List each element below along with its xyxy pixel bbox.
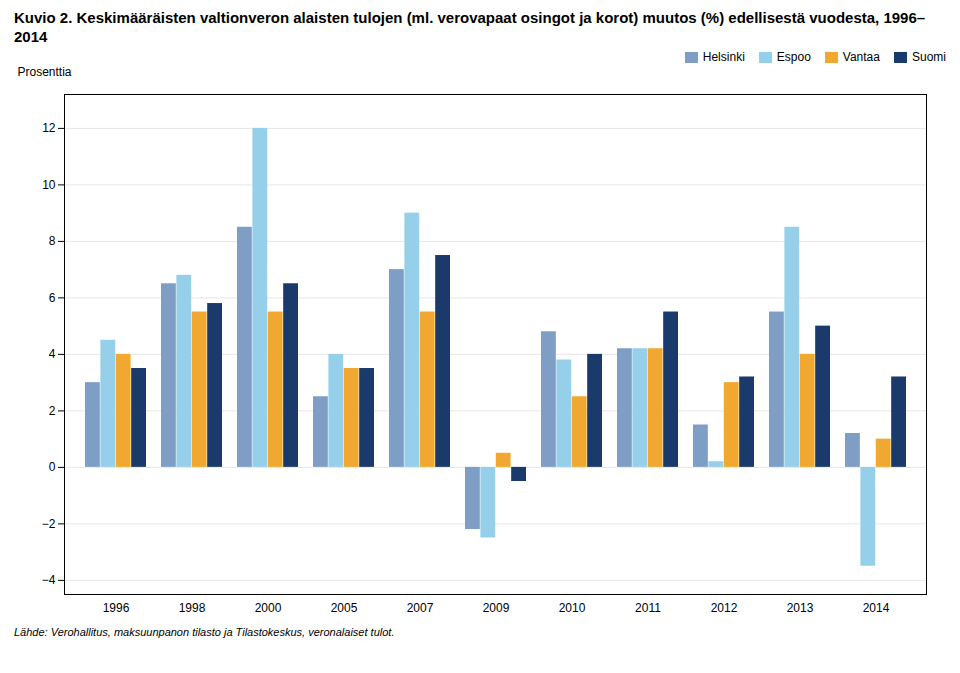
svg-text:12: 12 (42, 121, 56, 135)
html-text:Suomi: Suomi (912, 50, 946, 64)
svg-text:10: 10 (42, 178, 56, 192)
svg-text:−4: −4 (42, 573, 56, 587)
html-text:Vantaa: Vantaa (842, 50, 880, 64)
svg-text:2011: 2011 (635, 601, 661, 615)
svg-text:8: 8 (49, 234, 56, 248)
svg-text:2012: 2012 (711, 601, 738, 615)
svg-text:2000: 2000 (255, 601, 282, 615)
svg-text:Prosenttia: Prosenttia (18, 65, 72, 79)
html-text:Helsinki: Helsinki (702, 50, 745, 64)
html-text:Lähde: Verohallitus, maksuunpa: Lähde: Verohallitus, maksuunpanon tilast… (14, 626, 395, 638)
svg-text:2009: 2009 (483, 601, 510, 615)
svg-text:6: 6 (49, 291, 56, 305)
html-text:Espoo: Espoo (776, 50, 811, 64)
html-text:Kuvio 2. Keskimääräisten valti: Kuvio 2. Keskimääräisten valtionveron al… (14, 9, 926, 45)
svg-text:−2: −2 (42, 517, 56, 531)
svg-text:1996: 1996 (103, 601, 130, 615)
svg-text:2014: 2014 (863, 601, 890, 615)
svg-text:2010: 2010 (559, 601, 586, 615)
svg-text:2013: 2013 (787, 601, 814, 615)
svg-text:2007: 2007 (407, 601, 434, 615)
svg-text:1998: 1998 (179, 601, 206, 615)
svg-text:4: 4 (49, 347, 56, 361)
svg-text:0: 0 (49, 460, 56, 474)
svg-text:2005: 2005 (331, 601, 358, 615)
svg-text:2: 2 (49, 404, 56, 418)
